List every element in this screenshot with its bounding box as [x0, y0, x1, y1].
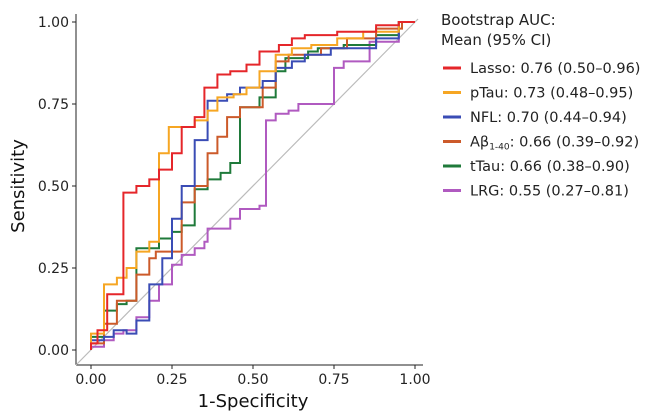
legend-label: LRG: 0.55 (0.27–0.81)	[470, 184, 629, 200]
axes: 0.00 0.25 0.50 0.75 1.00 0.00 0.25 0.50 0.75 1.0…	[38, 14, 431, 388]
legend-items: Lasso: 0.76 (0.50–0.96) pTau: 0.73 (0.48–…	[443, 61, 640, 200]
x-tick-label: 0.25	[156, 372, 187, 388]
series-line-lrg	[90, 21, 415, 350]
legend-label: Lasso: 0.76 (0.50–0.96)	[470, 61, 640, 77]
y-tick-label: 0.25	[38, 261, 69, 277]
legend-label: Aβ1-40: 0.66 (0.39–0.92)	[470, 135, 639, 153]
x-tick-label: 0.00	[75, 372, 106, 388]
y-tick-label: 0.75	[38, 97, 69, 113]
series-line-nfl	[90, 21, 415, 350]
x-ticks: 0.00 0.25 0.50 0.75 1.00	[75, 365, 431, 388]
x-tick-label: 0.75	[318, 372, 349, 388]
legend-label: NFL: 0.70 (0.44–0.94)	[470, 110, 627, 126]
y-axis-title: Sensitivity	[8, 139, 29, 233]
series-line-ptau	[90, 21, 415, 350]
legend-label-rest: : 0.66 (0.39–0.92)	[510, 135, 640, 151]
legend-label-main: pTau: 0.73 (0.48–0.95)	[470, 86, 633, 102]
y-tick-label: 0.00	[38, 343, 69, 359]
legend-label-main: Lasso: 0.76 (0.50–0.96)	[470, 61, 640, 77]
reference-diagonal-line	[75, 18, 419, 366]
x-tick-label: 1.00	[399, 372, 430, 388]
series-line-lasso	[90, 21, 415, 350]
legend-label-main: Aβ	[470, 135, 489, 151]
legend-title-line-1: Bootstrap AUC:	[441, 11, 556, 29]
legend-label-main: tTau: 0.66 (0.38–0.90)	[470, 159, 630, 175]
y-tick-label: 1.00	[38, 15, 69, 31]
legend-title-line-2: Mean (95% CI)	[441, 31, 551, 49]
legend-label-subscript: 1-40	[489, 143, 510, 153]
x-axis-title: 1-Specificity	[198, 391, 309, 412]
legend-label: tTau: 0.66 (0.38–0.90)	[470, 159, 630, 175]
legend-label: pTau: 0.73 (0.48–0.95)	[470, 86, 633, 102]
legend-label-main: NFL: 0.70 (0.44–0.94)	[470, 110, 627, 126]
y-tick-label: 0.50	[38, 179, 69, 195]
series-lines	[90, 21, 415, 350]
x-tick-label: 0.50	[237, 372, 268, 388]
legend-label-main: LRG: 0.55 (0.27–0.81)	[470, 184, 629, 200]
legend: Bootstrap AUC: Mean (95% CI) Lasso: 0.76…	[441, 11, 640, 200]
y-ticks: 0.00 0.25 0.50 0.75 1.00	[38, 15, 76, 359]
